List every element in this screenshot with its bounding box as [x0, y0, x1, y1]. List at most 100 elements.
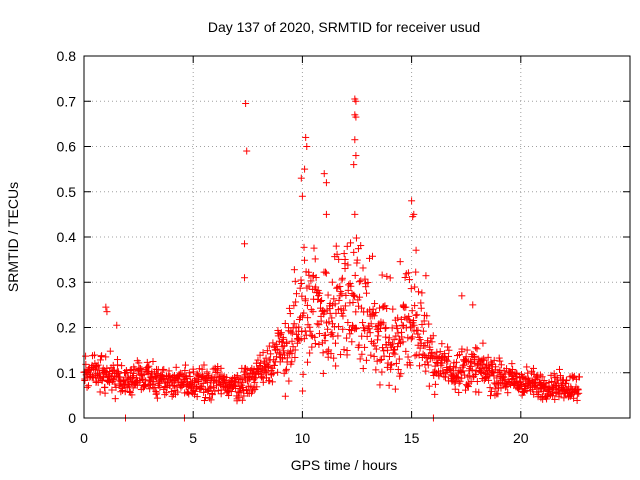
y-tick-label: 0.2 [57, 320, 77, 336]
data-point [241, 364, 249, 372]
data-point [312, 274, 320, 282]
data-point [333, 250, 341, 258]
data-point [300, 243, 308, 251]
data-point [290, 302, 298, 310]
x-tick-label: 15 [404, 430, 420, 446]
data-point [408, 197, 416, 205]
plot-frame [83, 55, 631, 419]
data-point [227, 387, 235, 395]
data-point [200, 361, 208, 369]
data-point [145, 362, 153, 370]
data-point [233, 395, 241, 403]
data-point [372, 366, 380, 374]
data-point [404, 269, 412, 277]
data-point [576, 373, 584, 381]
data-point [362, 356, 370, 364]
data-point [137, 364, 145, 372]
data-point [198, 365, 206, 373]
data-point [471, 371, 479, 379]
data-point [253, 383, 261, 391]
data-point [359, 365, 367, 373]
data-point [429, 332, 437, 340]
data-point [293, 290, 301, 298]
data-point [159, 366, 167, 374]
data-point [115, 369, 123, 377]
data-point [392, 359, 400, 367]
data-point [319, 349, 327, 357]
data-point [108, 386, 116, 394]
data-point [315, 321, 323, 329]
data-point [458, 374, 466, 382]
data-point [241, 240, 249, 248]
data-point [350, 248, 358, 256]
data-point [399, 338, 407, 346]
data-point [549, 392, 557, 400]
data-point [389, 340, 397, 348]
data-point [165, 367, 173, 375]
data-point [436, 348, 444, 356]
data-point [394, 366, 402, 374]
data-point [152, 390, 160, 398]
data-point [307, 331, 315, 339]
data-point [331, 339, 339, 347]
data-point [298, 327, 306, 335]
data-point [351, 292, 359, 300]
data-point [322, 179, 330, 187]
data-point [378, 271, 386, 279]
y-axis-ticks: 0 0.1 0.2 0.3 0.4 0.5 0.6 0.7 0.8 [57, 48, 630, 426]
data-point [288, 349, 296, 357]
data-point [515, 386, 523, 394]
data-point [431, 390, 439, 398]
data-point [200, 397, 208, 405]
data-point [240, 392, 248, 400]
data-point [347, 327, 355, 335]
data-point [273, 353, 281, 361]
data-point [336, 282, 344, 290]
data-point [504, 389, 512, 397]
data-point [343, 242, 351, 250]
data-point [425, 320, 433, 328]
data-point [299, 387, 307, 395]
data-point [304, 314, 312, 322]
data-point [358, 304, 366, 312]
data-point [103, 308, 111, 316]
data-point [346, 330, 354, 338]
data-point [468, 366, 476, 374]
data-point [279, 335, 287, 343]
data-point [281, 320, 289, 328]
data-point [328, 314, 336, 322]
data-point [316, 289, 324, 297]
data-point [268, 378, 276, 386]
data-point [191, 387, 199, 395]
data-point [275, 349, 283, 357]
data-point [297, 279, 305, 287]
data-point [492, 363, 500, 371]
data-point [433, 348, 441, 356]
data-point [112, 383, 120, 391]
data-point [408, 307, 416, 315]
data-point [297, 174, 305, 182]
data-point [402, 347, 410, 355]
data-point [332, 242, 340, 250]
data-point [463, 346, 471, 354]
data-point [416, 362, 424, 370]
data-point [381, 325, 389, 333]
data-point [307, 277, 315, 285]
data-point [321, 337, 329, 345]
y-tick-label: 0.5 [57, 184, 77, 200]
data-point [393, 343, 401, 351]
y-tick-label: 0.4 [57, 229, 77, 245]
data-point [495, 379, 503, 387]
data-point [575, 389, 583, 397]
data-point [288, 329, 296, 337]
data-point [150, 378, 158, 386]
data-point [98, 352, 106, 360]
data-point [135, 366, 143, 374]
data-point [438, 340, 446, 348]
data-point [376, 356, 384, 364]
data-point [129, 369, 137, 377]
data-point [383, 305, 391, 313]
data-point [325, 346, 333, 354]
data-point [282, 365, 290, 373]
